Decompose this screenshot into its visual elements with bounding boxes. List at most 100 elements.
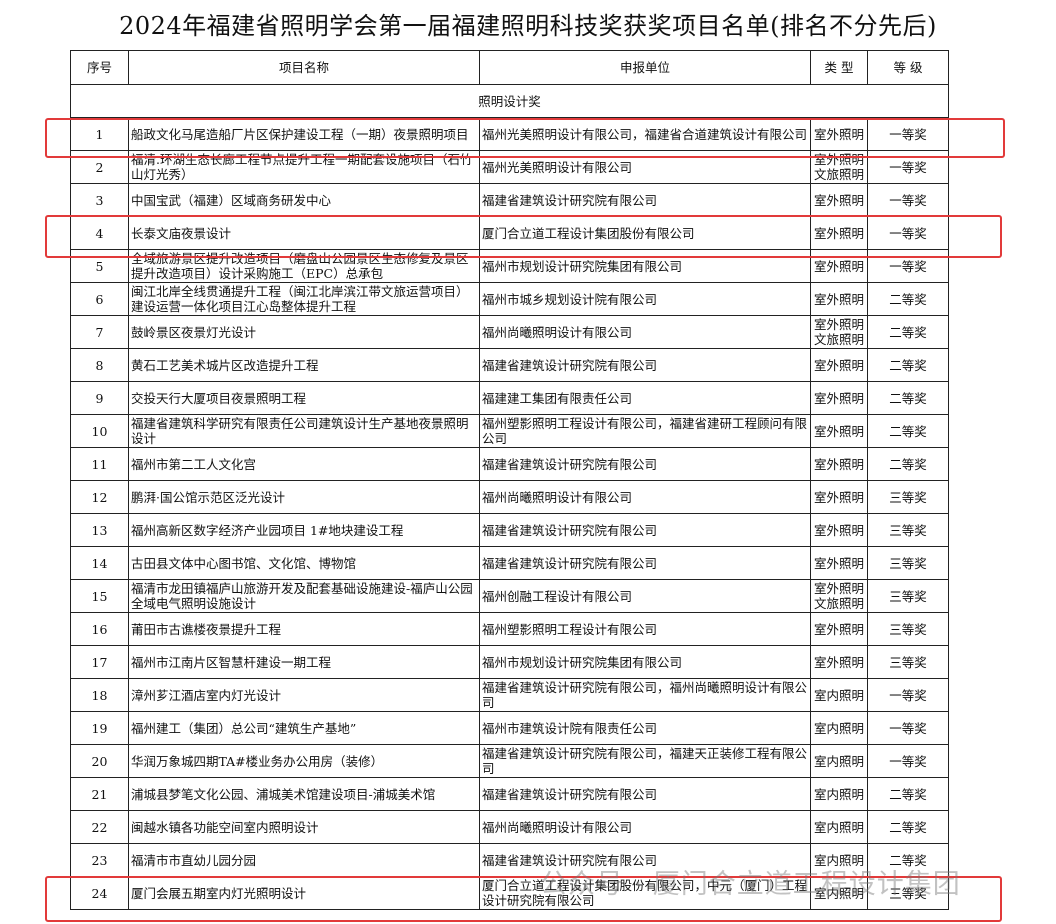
project-name: 福州高新区数字经济产业园项目 1#地块建设工程: [128, 513, 480, 547]
applicant-unit: 福州光美照明设计有限公司，福建省合道建筑设计有限公司: [479, 117, 811, 151]
lighting-type: 室外照明 文旅照明: [810, 579, 868, 613]
lighting-type: 室内照明: [810, 876, 868, 910]
row-number: 20: [70, 744, 129, 778]
table-row: 1 船政文化马尾造船厂片区保护建设工程（一期）夜景照明项目 福州光美照明设计有限公司…: [70, 117, 949, 151]
award-grade: 一等奖: [867, 744, 949, 778]
lighting-type: 室内照明: [810, 843, 868, 877]
table-row: 2 福清.环湖生态长廊工程节点提升工程一期配套设施项目（石竹山灯光秀） 福州光美照明…: [70, 150, 949, 184]
project-name: 船政文化马尾造船厂片区保护建设工程（一期）夜景照明项目: [128, 117, 480, 151]
award-grade: 一等奖: [867, 678, 949, 712]
table-row: 15 福清市龙田镇福庐山旅游开发及配套基础设施建设-福庐山公园全域电气照明设施设计…: [70, 579, 949, 613]
award-grade: 二等奖: [867, 777, 949, 811]
lighting-type: 室外照明: [810, 381, 868, 415]
row-number: 23: [70, 843, 129, 877]
award-grade: 一等奖: [867, 117, 949, 151]
award-grade: 一等奖: [867, 711, 949, 745]
row-number: 1: [70, 117, 129, 151]
awards-table: 序号 项目名称 申报单位 类 型 等 级 照明设计奖 1 船政文化马尾造船厂片区保…: [70, 50, 949, 910]
applicant-unit: 福州创融工程设计有限公司: [479, 579, 811, 613]
row-number: 10: [70, 414, 129, 448]
lighting-type: 室外照明: [810, 282, 868, 316]
award-grade: 一等奖: [867, 249, 949, 283]
award-grade: 三等奖: [867, 480, 949, 514]
project-name: 浦城县梦笔文化公园、浦城美术馆建设项目-浦城美术馆: [128, 777, 480, 811]
table-row: 3 中国宝武（福建）区域商务研发中心 福建省建筑设计研究院有限公司 室外照明 一等奖: [70, 183, 949, 217]
row-number: 15: [70, 579, 129, 613]
award-grade: 二等奖: [867, 810, 949, 844]
header-grade: 等 级: [867, 50, 949, 85]
award-grade: 二等奖: [867, 447, 949, 481]
table-row: 6 闽江北岸全线贯通提升工程（闽江北岸滨江带文旅运营项目）建设运营一体化项目江心岛…: [70, 282, 949, 316]
header-seq: 序号: [70, 50, 129, 85]
table-row: 21 浦城县梦笔文化公园、浦城美术馆建设项目-浦城美术馆 福建省建筑设计研究院有限公…: [70, 777, 949, 811]
project-name: 闽越水镇各功能空间室内照明设计: [128, 810, 480, 844]
header-project-name: 项目名称: [128, 50, 480, 85]
project-name: 福州建工（集团）总公司“建筑生产基地”: [128, 711, 480, 745]
award-grade: 三等奖: [867, 612, 949, 646]
table-row: 23 福清市市直幼儿园分园 福建省建筑设计研究院有限公司 室内照明 二等奖: [70, 843, 949, 877]
table-row: 8 黄石工艺美术城片区改造提升工程 福建省建筑设计研究院有限公司 室外照明 二等奖: [70, 348, 949, 382]
applicant-unit: 福州塑影照明工程设计有限公司: [479, 612, 811, 646]
table-row: 16 莆田市古谯楼夜景提升工程 福州塑影照明工程设计有限公司 室外照明 三等奖: [70, 612, 949, 646]
row-number: 8: [70, 348, 129, 382]
row-number: 22: [70, 810, 129, 844]
applicant-unit: 福州市城乡规划设计院有限公司: [479, 282, 811, 316]
applicant-unit: 福州市规划设计研究院集团有限公司: [479, 249, 811, 283]
row-number: 14: [70, 546, 129, 580]
award-grade: 一等奖: [867, 183, 949, 217]
applicant-unit: 福建省建筑设计研究院有限公司，福建天正装修工程有限公司: [479, 744, 811, 778]
applicant-unit: 福州塑影照明工程设计有限公司，福建省建研工程顾问有限公司: [479, 414, 811, 448]
table-row: 5 全域旅游景区提升改造项目（磨盘山公园景区生态修复及景区提升改造项目）设计采购施…: [70, 249, 949, 283]
lighting-type: 室内照明: [810, 810, 868, 844]
section-row: 照明设计奖: [70, 84, 949, 118]
project-name: 福州市第二工人文化宫: [128, 447, 480, 481]
lighting-type: 室外照明: [810, 513, 868, 547]
header-type: 类 型: [810, 50, 868, 85]
award-grade: 二等奖: [867, 282, 949, 316]
lighting-type: 室外照明: [810, 447, 868, 481]
lighting-type: 室外照明: [810, 348, 868, 382]
table-row: 14 古田县文体中心图书馆、文化馆、博物馆 福建省建筑设计研究院有限公司 室外照明 三等…: [70, 546, 949, 580]
row-number: 17: [70, 645, 129, 679]
award-grade: 三等奖: [867, 645, 949, 679]
lighting-type: 室内照明: [810, 744, 868, 778]
lighting-type: 室外照明: [810, 249, 868, 283]
applicant-unit: 福州光美照明设计有限公司: [479, 150, 811, 184]
applicant-unit: 福州市规划设计研究院集团有限公司: [479, 645, 811, 679]
row-number: 9: [70, 381, 129, 415]
award-grade: 二等奖: [867, 381, 949, 415]
award-grade: 三等奖: [867, 876, 949, 910]
lighting-type: 室外照明: [810, 480, 868, 514]
row-number: 13: [70, 513, 129, 547]
table-row: 4 长泰文庙夜景设计 厦门合立道工程设计集团股份有限公司 室外照明 一等奖: [70, 216, 949, 250]
row-number: 19: [70, 711, 129, 745]
row-number: 3: [70, 183, 129, 217]
row-number: 21: [70, 777, 129, 811]
applicant-unit: 福州尚曦照明设计有限公司: [479, 315, 811, 349]
applicant-unit: 福建建工集团有限责任公司: [479, 381, 811, 415]
lighting-type: 室外照明: [810, 216, 868, 250]
lighting-type: 室外照明: [810, 612, 868, 646]
project-name: 莆田市古谯楼夜景提升工程: [128, 612, 480, 646]
project-name: 福建省建筑科学研究有限责任公司建筑设计生产基地夜景照明设计: [128, 414, 480, 448]
applicant-unit: 福建省建筑设计研究院有限公司: [479, 183, 811, 217]
table-row: 22 闽越水镇各功能空间室内照明设计 福州尚曦照明设计有限公司 室内照明 二等奖: [70, 810, 949, 844]
applicant-unit: 福建省建筑设计研究院有限公司: [479, 546, 811, 580]
award-grade: 一等奖: [867, 150, 949, 184]
applicant-unit: 厦门合立道工程设计集团股份有限公司: [479, 216, 811, 250]
lighting-type: 室内照明: [810, 678, 868, 712]
project-name: 长泰文庙夜景设计: [128, 216, 480, 250]
award-grade: 一等奖: [867, 216, 949, 250]
project-name: 交投天行大厦项目夜景照明工程: [128, 381, 480, 415]
project-name: 中国宝武（福建）区域商务研发中心: [128, 183, 480, 217]
project-name: 厦门会展五期室内灯光照明设计: [128, 876, 480, 910]
row-number: 6: [70, 282, 129, 316]
applicant-unit: 福州市建筑设计院有限责任公司: [479, 711, 811, 745]
lighting-type: 室外照明: [810, 183, 868, 217]
table-row: 24 厦门会展五期室内灯光照明设计 厦门合立道工程设计集团股份有限公司，中元（厦门）…: [70, 876, 949, 910]
project-name: 华润万象城四期TA#楼业务办公用房（装修）: [128, 744, 480, 778]
row-number: 2: [70, 150, 129, 184]
award-grade: 二等奖: [867, 315, 949, 349]
table-row: 9 交投天行大厦项目夜景照明工程 福建建工集团有限责任公司 室外照明 二等奖: [70, 381, 949, 415]
table-row: 17 福州市江南片区智慧杆建设一期工程 福州市规划设计研究院集团有限公司 室外照明 三等…: [70, 645, 949, 679]
